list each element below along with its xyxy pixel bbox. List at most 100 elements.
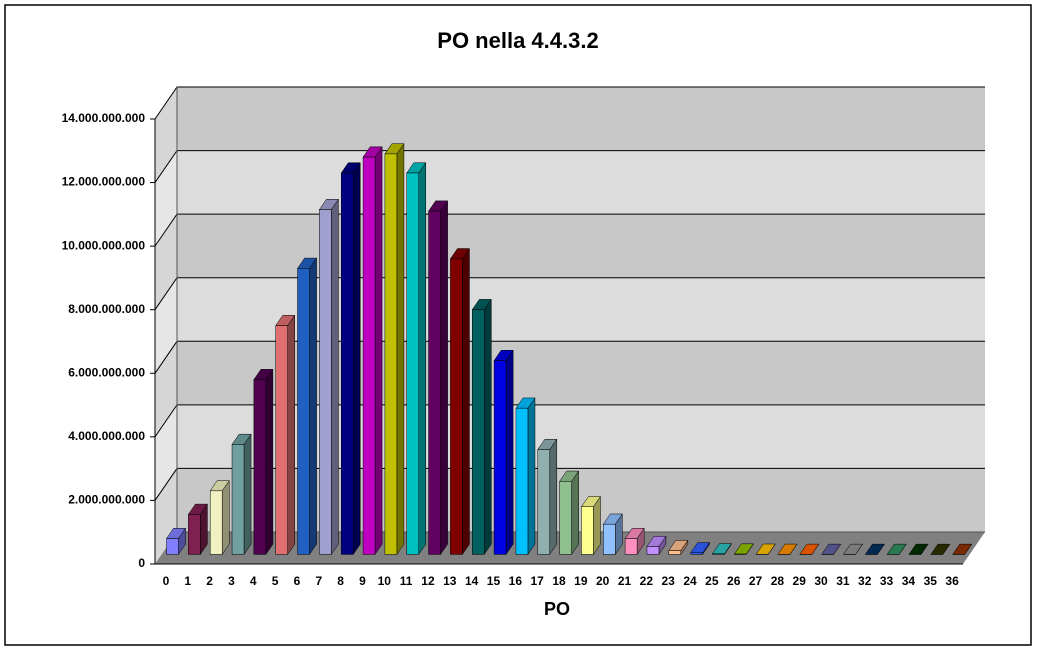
x-tick-label: 25 [705, 574, 719, 588]
x-tick-label: 8 [337, 574, 344, 588]
bar-front [516, 408, 528, 554]
y-tick-label: 4.000.000.000 [68, 429, 145, 443]
bar-side [572, 471, 579, 554]
bar [188, 504, 207, 554]
bar [276, 315, 295, 554]
x-tick-label: 33 [880, 574, 894, 588]
x-tick-label: 11 [400, 574, 413, 588]
y-tick-label: 10.000.000.000 [62, 238, 146, 252]
bar-side [244, 434, 251, 554]
x-tick-label: 0 [163, 574, 170, 588]
x-tick-label: 18 [552, 574, 566, 588]
bar-side [397, 144, 404, 555]
bar-side [331, 199, 338, 554]
x-tick-label: 23 [662, 574, 676, 588]
back-wall-band [177, 87, 985, 151]
bar-front [472, 310, 484, 555]
y-tick-label: 2.000.000.000 [68, 493, 145, 507]
bar-front [603, 524, 615, 554]
x-tick-label: 31 [836, 574, 850, 588]
bar-side [222, 481, 229, 555]
y-tick-label: 0 [138, 556, 145, 570]
bar-side [310, 258, 317, 554]
bar-side [550, 439, 557, 554]
bar-front [210, 491, 222, 555]
x-tick-label: 7 [315, 574, 322, 588]
back-wall-band [177, 151, 985, 215]
bar-front [167, 539, 179, 555]
x-tick-label: 36 [945, 574, 959, 588]
bar [516, 398, 535, 554]
bar-front [494, 361, 506, 555]
bar-front [188, 514, 200, 554]
bar-front [538, 450, 550, 555]
bar [494, 350, 513, 554]
bar-front [276, 326, 288, 555]
bar-front [712, 554, 724, 555]
bar-side [419, 163, 426, 555]
bar [560, 471, 579, 554]
x-tick-label: 10 [378, 574, 392, 588]
x-tick-label: 4 [250, 574, 257, 588]
x-tick-label: 34 [902, 574, 916, 588]
bar-front [581, 507, 593, 555]
bar [429, 201, 448, 555]
bar-side [484, 299, 491, 554]
x-tick-label: 17 [530, 574, 544, 588]
bar-side [506, 350, 513, 554]
bar-front [450, 259, 462, 555]
bar [385, 144, 404, 555]
bar [363, 147, 382, 555]
bar-front [429, 211, 441, 554]
bar [581, 496, 600, 554]
bar [450, 249, 469, 555]
bar-side [288, 315, 295, 554]
x-tick-label: 3 [228, 574, 235, 588]
y-tick-label: 14.000.000.000 [62, 111, 146, 125]
bar-front [647, 546, 659, 554]
x-tick-label: 27 [749, 574, 763, 588]
bar-front [319, 210, 331, 555]
bar [603, 514, 622, 554]
bar-front [341, 173, 353, 554]
x-tick-label: 32 [858, 574, 872, 588]
bar-front [232, 444, 244, 554]
bar-side [528, 398, 535, 554]
x-tick-label: 15 [487, 574, 501, 588]
bar [319, 199, 338, 554]
bar [538, 439, 557, 554]
bar [298, 258, 317, 554]
y-tick-label: 6.000.000.000 [68, 365, 145, 379]
bar-side [375, 147, 382, 555]
bar-front [560, 481, 572, 554]
bar-front [669, 551, 681, 555]
bar-front [363, 157, 375, 554]
bar [407, 163, 426, 555]
x-tick-label: 26 [727, 574, 741, 588]
x-tick-label: 13 [443, 574, 457, 588]
bar-side [441, 201, 448, 555]
x-tick-label: 20 [596, 574, 610, 588]
x-tick-label: 1 [184, 574, 191, 588]
bar-front [254, 380, 266, 555]
x-tick-label: 6 [294, 574, 301, 588]
x-tick-label: 16 [509, 574, 523, 588]
x-tick-label: 2 [206, 574, 213, 588]
bar [254, 369, 273, 554]
bar-front [691, 553, 703, 555]
x-tick-label: 19 [574, 574, 588, 588]
bar-side [462, 249, 469, 555]
bar-front [385, 154, 397, 555]
x-tick-label: 21 [618, 574, 632, 588]
bar [210, 481, 229, 555]
x-tick-label: 22 [640, 574, 654, 588]
bar [472, 299, 491, 554]
x-tick-label: 12 [421, 574, 435, 588]
bar-front [407, 173, 419, 554]
chart-title: PO nella 4.4.3.2 [437, 28, 598, 53]
bar [341, 163, 360, 555]
x-tick-label: 35 [924, 574, 938, 588]
x-tick-label: 30 [814, 574, 828, 588]
bar [232, 434, 251, 554]
